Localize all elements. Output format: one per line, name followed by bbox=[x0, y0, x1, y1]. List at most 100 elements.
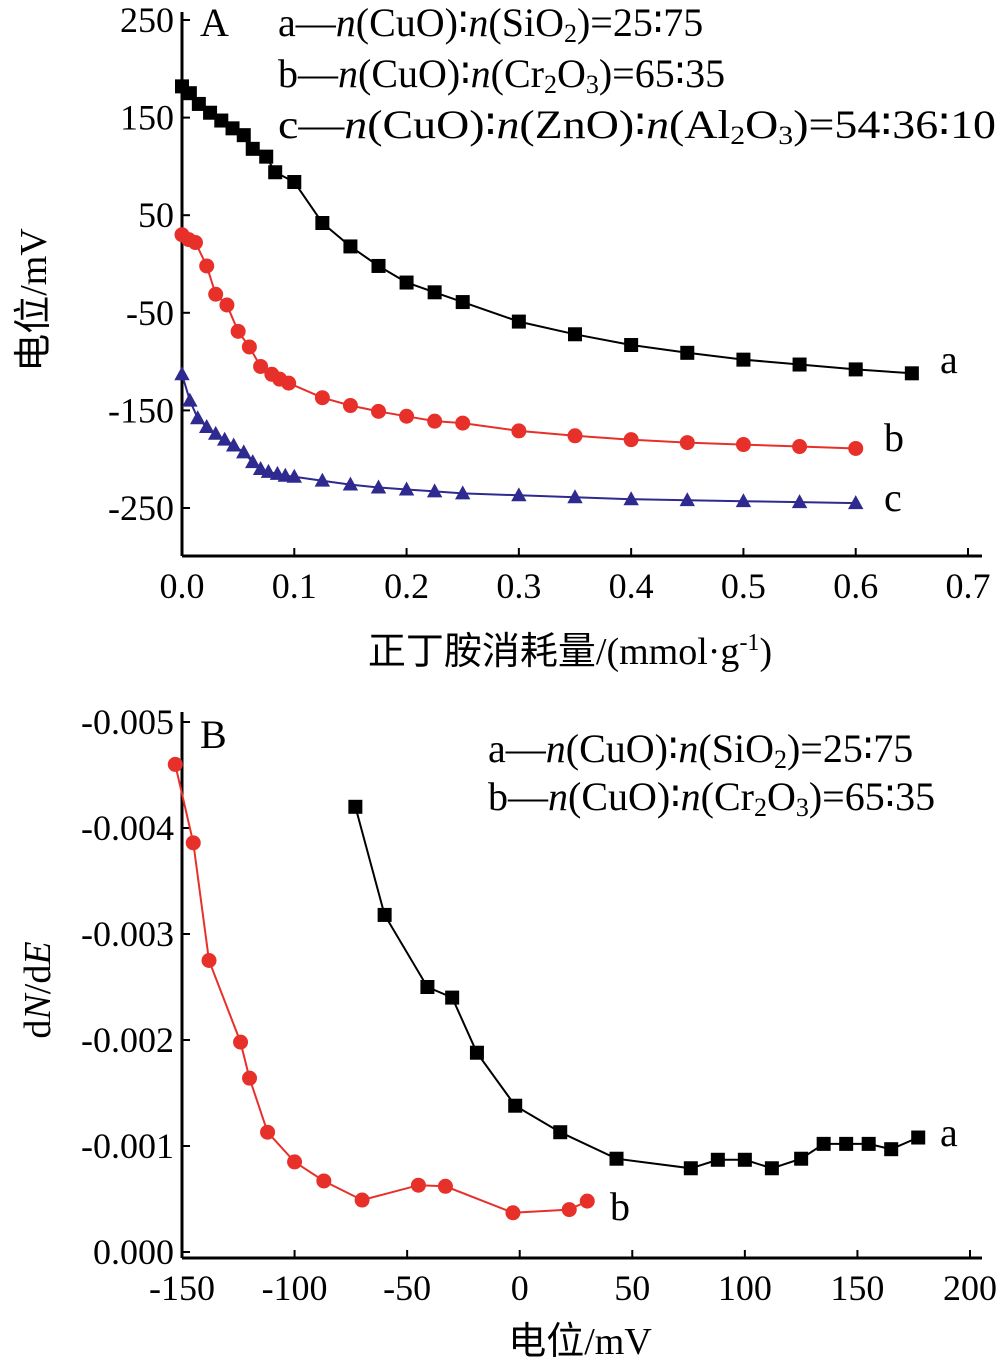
panel-a-y-tick-label: -50 bbox=[126, 293, 174, 333]
panel-b: -0.005 -0.004 -0.003 -0.002 -0.001 0.000 -150… bbox=[17, 702, 997, 1363]
series-b-point bbox=[287, 1154, 303, 1170]
panel-a-x-tick-label: 0.2 bbox=[384, 566, 429, 606]
series-c-point bbox=[426, 483, 443, 498]
series-b-point bbox=[316, 1173, 332, 1189]
panel-b-series: ab bbox=[167, 756, 958, 1229]
series-a-point bbox=[508, 1098, 523, 1113]
series-a-point bbox=[315, 216, 330, 231]
series-b-line bbox=[181, 233, 856, 450]
series-a-point bbox=[568, 327, 582, 342]
series-a-point bbox=[343, 239, 358, 254]
series-a-point bbox=[553, 1125, 568, 1140]
series-b-point bbox=[187, 235, 203, 251]
series-b-point bbox=[354, 1192, 370, 1208]
series-a-point bbox=[399, 275, 414, 290]
panel-a-axes bbox=[180, 12, 982, 558]
series-b-point bbox=[241, 339, 257, 355]
series-b-point bbox=[427, 413, 443, 429]
panel-a-y-tick-label: 150 bbox=[120, 98, 174, 138]
series-b-point bbox=[208, 286, 224, 302]
panel-a-x-tick-label: 0.6 bbox=[833, 566, 878, 606]
panel-b-y-ticks: -0.005 -0.004 -0.003 -0.002 -0.001 0.000 bbox=[81, 702, 190, 1272]
series-b-point bbox=[848, 440, 864, 456]
series-b-point bbox=[399, 408, 415, 424]
series-a-point bbox=[737, 1152, 752, 1167]
panel-b-y-tick-label: -0.004 bbox=[81, 808, 174, 848]
series-b-point bbox=[230, 323, 246, 339]
series-b-point bbox=[561, 1202, 577, 1218]
series-b-point bbox=[567, 428, 583, 444]
panel-a-series-c: c bbox=[174, 366, 902, 520]
series-b-point bbox=[314, 390, 330, 406]
panel-a-y-ticks: 250 150 50 -50 -150 -250 bbox=[108, 0, 190, 528]
series-a-point bbox=[236, 128, 251, 143]
panel-b-legend-entry-b: b—n(CuO)∶n(Cr2O3)=65∶35 bbox=[488, 774, 935, 822]
panel-b-x-tick-label: 150 bbox=[830, 1268, 884, 1308]
series-a-point bbox=[214, 113, 229, 128]
panel-a-series: abc bbox=[174, 79, 958, 520]
panel-b-x-tick-label: 100 bbox=[718, 1268, 772, 1308]
series-b-point bbox=[371, 403, 386, 419]
series-b-point bbox=[185, 835, 201, 851]
series-b-end-label: b bbox=[610, 1184, 630, 1229]
series-b-point bbox=[167, 756, 183, 772]
series-b-point bbox=[242, 1070, 258, 1086]
series-c-point bbox=[398, 481, 415, 496]
series-a-line bbox=[354, 806, 919, 1170]
series-a-point bbox=[420, 980, 435, 994]
series-b-point bbox=[410, 1177, 426, 1193]
series-c-point bbox=[735, 493, 752, 508]
series-a-point bbox=[445, 990, 460, 1005]
panel-a-x-tick-label: 0.4 bbox=[609, 566, 654, 606]
series-a-point bbox=[884, 1142, 899, 1157]
panel-a-x-label: 正丁胺消耗量/(mmol·g-1) bbox=[368, 630, 772, 673]
panel-a-legend: a—n(CuO)∶n(SiO2)=25∶75 b—n(CuO)∶n(Cr2O3)… bbox=[278, 0, 996, 150]
panel-a-x-tick-label: 0.7 bbox=[946, 566, 991, 606]
series-a-point bbox=[624, 338, 639, 353]
panel-b-label: B bbox=[200, 712, 227, 757]
series-a-point bbox=[680, 345, 695, 360]
series-a-point bbox=[455, 295, 470, 310]
series-b-point bbox=[505, 1205, 521, 1221]
panel-b-y-tick-label: -0.001 bbox=[81, 1126, 174, 1166]
panel-b-legend: a—n(CuO)∶n(SiO2)=25∶75 b—n(CuO)∶n(Cr2O3)… bbox=[488, 726, 935, 822]
panel-b-x-tick-label: -100 bbox=[262, 1268, 328, 1308]
series-c-point bbox=[286, 468, 302, 483]
series-b-point bbox=[792, 439, 808, 455]
series-a-point bbox=[904, 366, 919, 381]
series-c-point bbox=[190, 410, 206, 425]
panel-b-series-b: b bbox=[167, 756, 630, 1229]
series-c-point bbox=[511, 487, 527, 502]
series-a-point bbox=[609, 1151, 624, 1166]
series-a-point bbox=[736, 352, 751, 367]
series-b-point bbox=[201, 953, 217, 968]
panel-a-legend-entry-b: b—n(CuO)∶n(Cr2O3)=65∶35 bbox=[278, 51, 725, 99]
series-b-point bbox=[579, 1193, 595, 1209]
series-c-point bbox=[260, 463, 277, 478]
panel-b-y-label: dN/dE bbox=[17, 941, 59, 1038]
series-b-point bbox=[455, 415, 471, 431]
series-a-point bbox=[764, 1161, 779, 1176]
series-a-point bbox=[511, 314, 526, 329]
series-a-point bbox=[268, 165, 283, 180]
series-c-point bbox=[679, 492, 695, 507]
panel-a-x-ticks: 0.0 0.1 0.2 0.3 0.4 0.5 0.6 0.7 bbox=[160, 548, 991, 606]
series-c-point bbox=[216, 431, 233, 446]
series-c-point bbox=[207, 425, 224, 440]
series-c-point bbox=[174, 366, 190, 381]
series-a-point bbox=[259, 149, 274, 164]
series-c-point bbox=[342, 476, 359, 491]
series-a-end-label: a bbox=[940, 1110, 958, 1155]
panel-a-x-tick-label: 0.5 bbox=[721, 566, 766, 606]
panel-a-series-b: b bbox=[174, 227, 904, 460]
series-b-point bbox=[253, 358, 269, 374]
series-a-end-label: a bbox=[940, 337, 958, 382]
series-c-end-label: c bbox=[884, 475, 902, 520]
series-c-point bbox=[314, 472, 331, 487]
panel-a-y-tick-label: 250 bbox=[120, 0, 174, 40]
series-c-point bbox=[848, 495, 864, 510]
series-a-point bbox=[816, 1136, 831, 1151]
series-a-point bbox=[469, 1045, 484, 1060]
series-a-point bbox=[794, 1151, 809, 1166]
